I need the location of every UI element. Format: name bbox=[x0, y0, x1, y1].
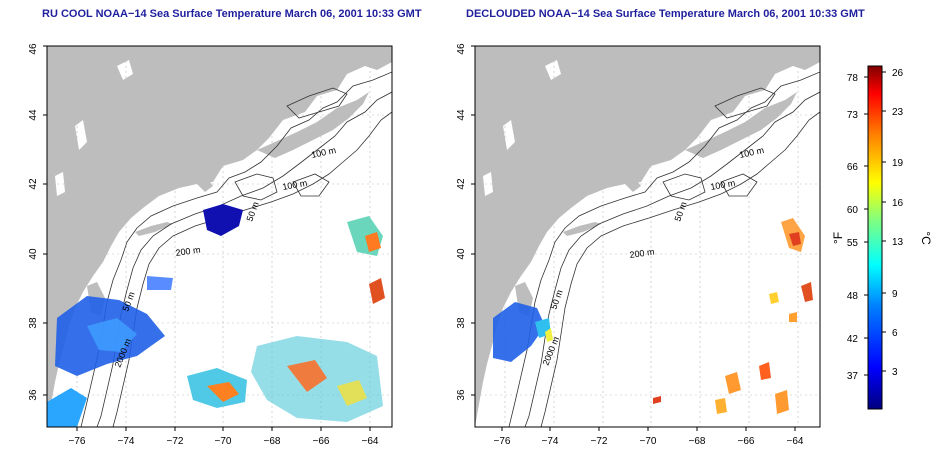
celsius-tick-label: 23 bbox=[892, 107, 904, 118]
left-lat-tick-label: 36 bbox=[28, 389, 39, 401]
celsius-tick-label: 3 bbox=[892, 367, 898, 378]
fahrenheit-tick-label: 37 bbox=[847, 371, 859, 382]
left-sst-patch bbox=[207, 382, 239, 402]
right-sst-patch bbox=[715, 398, 727, 414]
left-lat-tick-label: 44 bbox=[28, 109, 39, 121]
right-lon-tick-label: −76 bbox=[494, 436, 511, 447]
left-sst-patch bbox=[147, 276, 173, 290]
left-lon-tick-label: −72 bbox=[167, 436, 184, 447]
left-map-title: RU COOL NOAA−14 Sea Surface Temperature … bbox=[42, 8, 422, 20]
left-map: 100 m 100 m 50 m 200 m 2000 m 50 m 36 38… bbox=[28, 43, 393, 447]
right-lat-tick-label: 44 bbox=[456, 109, 467, 121]
right-sst-patch bbox=[653, 396, 661, 404]
right-lat-tick-label: 40 bbox=[456, 248, 467, 260]
left-lon-tick-label: −68 bbox=[264, 436, 281, 447]
right-sst-patch bbox=[789, 312, 797, 322]
left-lon-tick-label: −66 bbox=[313, 436, 330, 447]
left-lon-tick-label: −70 bbox=[215, 436, 232, 447]
left-sst-patch bbox=[203, 204, 243, 236]
left-sst-patch bbox=[365, 232, 381, 252]
fahrenheit-tick-label: 60 bbox=[847, 205, 859, 216]
left-sst-patch bbox=[337, 380, 367, 406]
right-lon-tick-label: −68 bbox=[689, 436, 706, 447]
celsius-tick-label: 13 bbox=[892, 237, 904, 248]
fahrenheit-tick-label: 66 bbox=[847, 162, 859, 173]
left-sst-patch bbox=[87, 318, 137, 352]
colorbar: 78 73 66 60 55 48 42 37 26 23 19 16 13 9… bbox=[831, 65, 933, 410]
right-sst-patch bbox=[725, 372, 741, 394]
celsius-tick-label: 6 bbox=[892, 328, 898, 339]
left-lat-tick-label: 46 bbox=[28, 43, 39, 55]
right-lat-tick-label: 46 bbox=[456, 43, 467, 55]
right-sst-patch bbox=[775, 390, 789, 414]
fahrenheit-tick-label: 55 bbox=[847, 238, 859, 249]
right-lon-tick-label: −70 bbox=[640, 436, 657, 447]
fahrenheit-tick-label: 73 bbox=[847, 110, 859, 121]
colorbar-gradient bbox=[867, 65, 883, 410]
right-sst-patch bbox=[789, 232, 801, 246]
right-sst-patch bbox=[545, 328, 553, 342]
left-lon-tick-label: −64 bbox=[362, 436, 379, 447]
right-lon-tick-label: −72 bbox=[591, 436, 608, 447]
right-lat-tick-label: 42 bbox=[456, 178, 467, 190]
left-lat-tick-label: 38 bbox=[28, 317, 39, 329]
right-contour-label: 100 m bbox=[710, 178, 736, 192]
celsius-tick-label: 9 bbox=[892, 289, 898, 300]
right-sst-patch bbox=[769, 292, 779, 304]
left-lat-tick-label: 40 bbox=[28, 248, 39, 260]
left-sst-patch bbox=[287, 360, 327, 392]
left-contour-label: 200 m bbox=[175, 245, 201, 258]
right-sst-patch bbox=[493, 302, 545, 362]
fahrenheit-tick-label: 48 bbox=[847, 291, 859, 302]
right-sst-patch bbox=[759, 362, 771, 380]
celsius-tick-label: 19 bbox=[892, 158, 904, 169]
right-map: 100 m 100 m 50 m 200 m 2000 m 50 m 36 38… bbox=[456, 43, 821, 447]
right-lon-tick-label: −74 bbox=[542, 436, 559, 447]
left-sst-patch bbox=[369, 278, 385, 304]
fahrenheit-tick-label: 42 bbox=[847, 334, 859, 345]
celsius-tick-label: 16 bbox=[892, 198, 904, 209]
right-lon-tick-label: −66 bbox=[738, 436, 755, 447]
right-sst-patch bbox=[801, 282, 813, 302]
right-lon-tick-label: −64 bbox=[787, 436, 804, 447]
right-map-title: DECLOUDED NOAA−14 Sea Surface Temperatur… bbox=[466, 8, 865, 20]
left-lat-tick-label: 42 bbox=[28, 178, 39, 190]
left-contour-label: 100 m bbox=[282, 178, 308, 192]
fahrenheit-unit-label: °F bbox=[831, 232, 845, 244]
celsius-tick-label: 26 bbox=[892, 68, 904, 79]
right-contour-label: 200 m bbox=[629, 247, 655, 260]
fahrenheit-tick-label: 78 bbox=[847, 73, 859, 84]
left-lon-tick-label: −74 bbox=[118, 436, 135, 447]
right-lat-tick-label: 38 bbox=[456, 317, 467, 329]
celsius-unit-label: °C bbox=[919, 231, 933, 245]
left-map-frame bbox=[46, 45, 393, 428]
left-lon-tick-label: −76 bbox=[69, 436, 86, 447]
right-lat-tick-label: 36 bbox=[456, 389, 467, 401]
left-sst-patch bbox=[47, 388, 87, 427]
